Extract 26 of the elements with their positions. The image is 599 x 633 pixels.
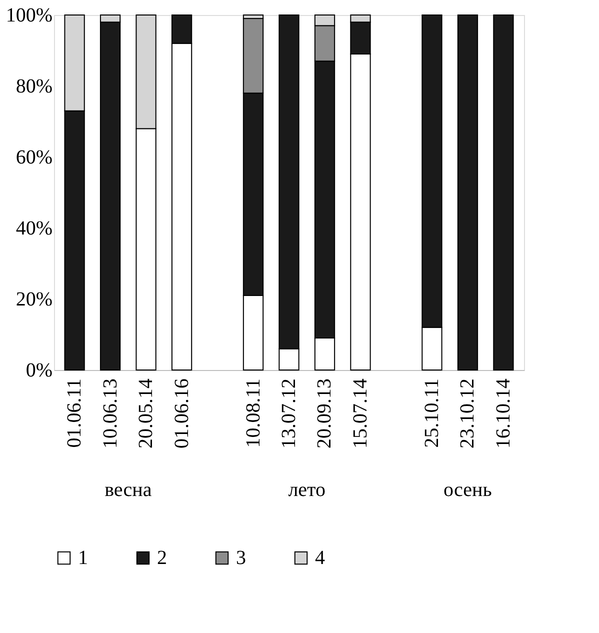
- x-tick-label: 20.09.13: [314, 378, 336, 448]
- x-tick-label: 01.06.16: [170, 378, 193, 448]
- x-tick-label: 23.10.12: [456, 378, 479, 448]
- x-tick-label: 13.07.12: [278, 378, 300, 448]
- y-tick-label: 100%: [6, 4, 52, 26]
- y-tick-label: 40%: [16, 218, 52, 240]
- y-tick-label: 80%: [16, 76, 52, 98]
- x-tick-label: 20.05.14: [135, 378, 158, 448]
- text: осень: [444, 479, 492, 501]
- y-tick-label: 60%: [16, 146, 52, 168]
- x-tick-label: 15.07.14: [349, 378, 372, 448]
- bar: [457, 14, 478, 370]
- legend-label: 1: [78, 547, 88, 569]
- legend-label: 2: [157, 547, 167, 569]
- text: лето: [288, 479, 326, 501]
- bar: [493, 14, 514, 370]
- text: весна: [104, 479, 152, 501]
- legend-label: 4: [315, 547, 325, 569]
- y-tick-label: 20%: [16, 288, 52, 310]
- y-tick-label: 0%: [26, 360, 52, 382]
- legend-label: 3: [236, 547, 246, 569]
- x-tick-label: 10.08.11: [242, 378, 264, 448]
- x-tick-label: 01.06.11: [64, 378, 86, 448]
- x-tick-label: 16.10.14: [492, 378, 514, 448]
- x-tick-label: 25.10.11: [420, 378, 443, 448]
- x-tick-label: 10.06.13: [99, 378, 122, 448]
